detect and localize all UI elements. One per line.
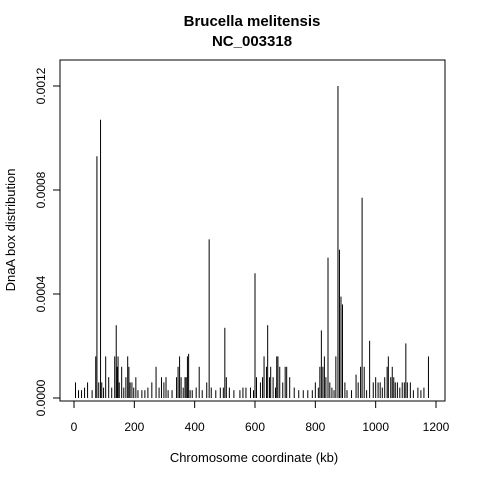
y-tick-label: 0.0004 — [34, 275, 48, 312]
y-tick-label: 0.0000 — [34, 379, 48, 416]
y-axis-label: DnaA box distribution — [3, 169, 18, 292]
y-tick-label: 0.0008 — [34, 171, 48, 208]
y-tick-label: 0.0012 — [34, 67, 48, 104]
x-axis: 0 200 400 600 800 1000 1200 — [71, 400, 450, 434]
y-axis: 0.0000 0.0004 0.0008 0.0012 — [34, 67, 61, 416]
bar-series — [75, 86, 429, 398]
x-tick-label: 1000 — [362, 420, 389, 434]
x-tick-label: 1200 — [423, 420, 450, 434]
chart-title: Brucella melitensis — [184, 13, 321, 30]
x-tick-label: 0 — [71, 420, 78, 434]
x-tick-label: 400 — [185, 420, 205, 434]
x-tick-label: 800 — [305, 420, 325, 434]
x-tick-label: 200 — [124, 420, 144, 434]
x-axis-label: Chromosome coordinate (kb) — [170, 450, 338, 465]
chart-subtitle: NC_003318 — [212, 33, 292, 50]
x-tick-label: 600 — [245, 420, 265, 434]
